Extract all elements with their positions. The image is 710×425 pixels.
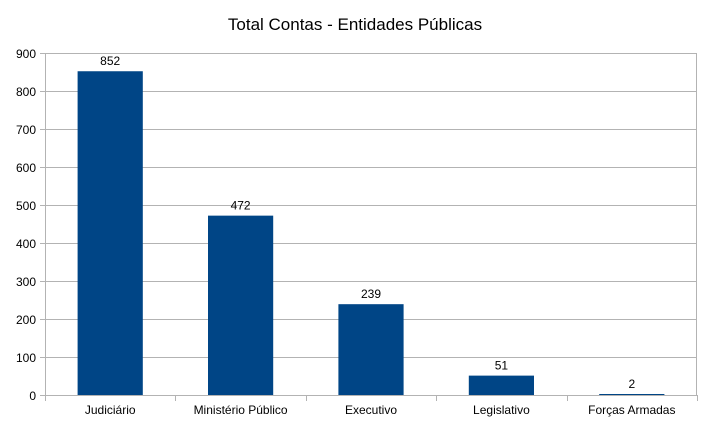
y-tick-label: 600 <box>16 161 36 175</box>
bar-value-label: 852 <box>100 54 120 68</box>
y-tick-label: 700 <box>16 123 36 137</box>
y-tick-label: 200 <box>16 313 36 327</box>
y-tick-label: 100 <box>16 351 36 365</box>
bar-value-label: 51 <box>495 359 509 373</box>
bar-value-label: 472 <box>231 199 251 213</box>
y-tick-label: 0 <box>29 389 36 403</box>
labels: 0 100 200 300 400 500 600 700 800 900 852 Judiciári… <box>16 47 676 417</box>
y-tick-label: 500 <box>16 199 36 213</box>
bar-value-label: 2 <box>628 377 635 391</box>
x-tick-label: Executivo <box>345 403 397 417</box>
bar-4 <box>599 394 665 395</box>
bar-2 <box>338 304 404 395</box>
y-tick-label: 900 <box>16 47 36 61</box>
x-tick-label: Ministério Público <box>194 403 288 417</box>
bar-0 <box>77 71 143 396</box>
bar-1 <box>208 215 274 395</box>
x-tick-label: Judiciário <box>85 403 136 417</box>
chart-title: Total Contas - Entidades Públicas <box>227 15 483 34</box>
bars <box>77 71 665 396</box>
bar-value-label: 239 <box>361 287 381 301</box>
y-tick-label: 400 <box>16 237 36 251</box>
x-tick-label: Forças Armadas <box>588 403 675 417</box>
y-tick-label: 300 <box>16 275 36 289</box>
x-tick-label: Legislativo <box>473 403 530 417</box>
axes <box>40 53 698 401</box>
y-tick-label: 800 <box>16 85 36 99</box>
bar-3 <box>468 375 534 395</box>
